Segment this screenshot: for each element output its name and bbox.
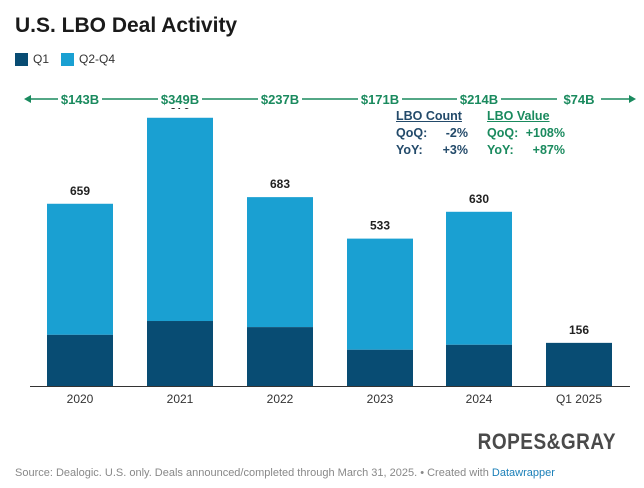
- bar-q2q4-2023: [347, 238, 413, 350]
- x-tick-2023: 2023: [367, 392, 394, 406]
- total-label-2020: 659: [70, 184, 90, 198]
- legend-label-q1: Q1: [33, 52, 50, 66]
- deal-value-bg-2022: [258, 90, 302, 108]
- bar-q1-2021: [147, 321, 213, 386]
- deal-value-2023: $171B: [361, 92, 399, 107]
- legend-item-q1: Q1: [15, 52, 49, 66]
- deal-value-2022: $237B: [261, 92, 299, 107]
- total-label-2022: 683: [270, 177, 290, 191]
- x-tick-Q1-2025: Q1 2025: [556, 392, 602, 406]
- bar-q1-2022: [247, 327, 313, 386]
- legend-item-q2q4: Q2-Q4: [61, 52, 115, 66]
- count-qoq-label: QoQ:: [396, 126, 428, 140]
- count-yoy-value: +3%: [442, 143, 468, 157]
- value-yoy-value: +87%: [532, 143, 565, 157]
- total-label-2024: 630: [469, 192, 489, 206]
- count-qoq-value: -2%: [445, 126, 468, 140]
- bar-q2q4-2020: [47, 203, 113, 335]
- value-yoy-label: YoY:: [487, 143, 514, 157]
- deal-value-bg-2023: [358, 90, 402, 108]
- deal-value-bg-2021: [158, 90, 202, 108]
- deal-value-2024: $214B: [460, 92, 498, 107]
- deal-value-2020: $143B: [61, 92, 99, 107]
- total-label-Q1-2025: 156: [569, 323, 589, 337]
- value-qoq-label: QoQ:: [487, 126, 519, 140]
- source-note: Source: Dealogic. U.S. only. Deals annou…: [15, 467, 555, 479]
- deal-value-Q1-2025: $74B: [563, 92, 594, 107]
- value-qoq-value: +108%: [525, 126, 565, 140]
- legend-swatch-q2q4: [61, 52, 75, 66]
- legend: Q1 Q2-Q4: [15, 52, 127, 66]
- count-yoy-label: YoY:: [396, 143, 423, 157]
- bar-q1-Q1-2025: [546, 342, 612, 386]
- legend-label-q2q4: Q2-Q4: [79, 52, 116, 66]
- source-text: Source: Dealogic. U.S. only. Deals annou…: [15, 467, 492, 479]
- deal-value-bg-Q1-2025: [557, 90, 601, 108]
- bar-q1-2023: [347, 349, 413, 386]
- ropes-gray-logo: ROPES&GRAY: [477, 430, 616, 455]
- legend-swatch-q1: [15, 52, 28, 66]
- lbo-value-note: LBO Value QoQ: +108% YoY: +87%: [487, 108, 565, 159]
- lbo-count-note: LBO Count QoQ: -2% YoY: +3%: [396, 108, 468, 159]
- bar-q1-2020: [47, 334, 113, 386]
- x-tick-2020: 2020: [67, 392, 94, 406]
- deal-value-2021: $349B: [161, 92, 199, 107]
- bar-q2q4-2024: [446, 211, 512, 345]
- datawrapper-link[interactable]: Datawrapper: [491, 467, 555, 479]
- x-tick-2022: 2022: [267, 392, 294, 406]
- x-tick-2021: 2021: [167, 392, 194, 406]
- lbo-value-heading: LBO Value: [487, 109, 550, 123]
- lbo-count-heading: LBO Count: [396, 109, 462, 123]
- deal-value-bg-2024: [457, 90, 501, 108]
- bar-q2q4-2022: [247, 197, 313, 328]
- deal-value-arrow-right: [629, 95, 636, 103]
- bar-q2q4-2021: [147, 117, 213, 322]
- deal-value-bg-2020: [58, 90, 102, 108]
- total-label-2023: 533: [370, 219, 390, 233]
- x-tick-2024: 2024: [466, 392, 493, 406]
- bar-q1-2024: [446, 344, 512, 386]
- chart-title: U.S. LBO Deal Activity: [15, 14, 238, 37]
- deal-value-arrow-left: [24, 95, 31, 103]
